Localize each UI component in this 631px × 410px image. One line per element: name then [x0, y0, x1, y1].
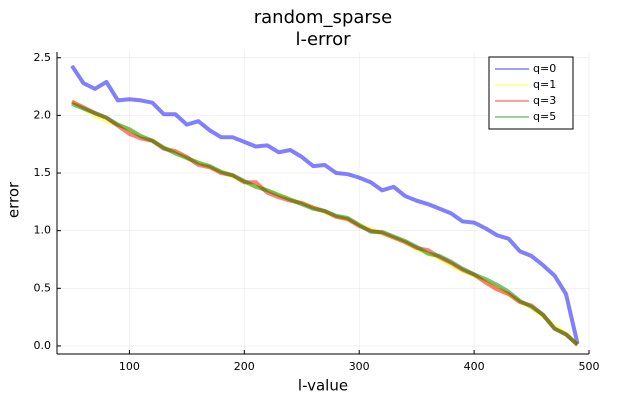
x-tick-label: 400 [464, 360, 485, 373]
y-tick-label: 0.5 [34, 281, 52, 294]
y-tick-label: 1.0 [34, 224, 52, 237]
y-tick-label: 2.0 [34, 108, 52, 121]
data-line [71, 102, 579, 347]
data-line [70, 64, 580, 345]
x-axis-label: l-value [298, 377, 348, 395]
legend-box [488, 56, 574, 130]
x-tick-label: 300 [349, 360, 370, 373]
legend-label: q=5 [533, 110, 556, 123]
x-tick-label: 500 [579, 360, 600, 373]
legend-label: q=3 [533, 94, 556, 107]
chart-subtitle: l-error [295, 29, 351, 50]
y-tick-label: 0.0 [34, 339, 52, 352]
chart-title: random_sparse [254, 7, 393, 28]
legend-label: q=1 [533, 78, 556, 91]
y-tick-label: 1.5 [34, 166, 52, 179]
x-tick-label: 100 [119, 360, 140, 373]
legend-label: q=0 [533, 62, 556, 75]
y-axis-label: error [5, 181, 23, 218]
y-tick-label: 2.5 [34, 51, 52, 64]
legend: q=0 q=1 q=3 q=5 [488, 56, 574, 130]
x-tick-label: 200 [234, 360, 255, 373]
